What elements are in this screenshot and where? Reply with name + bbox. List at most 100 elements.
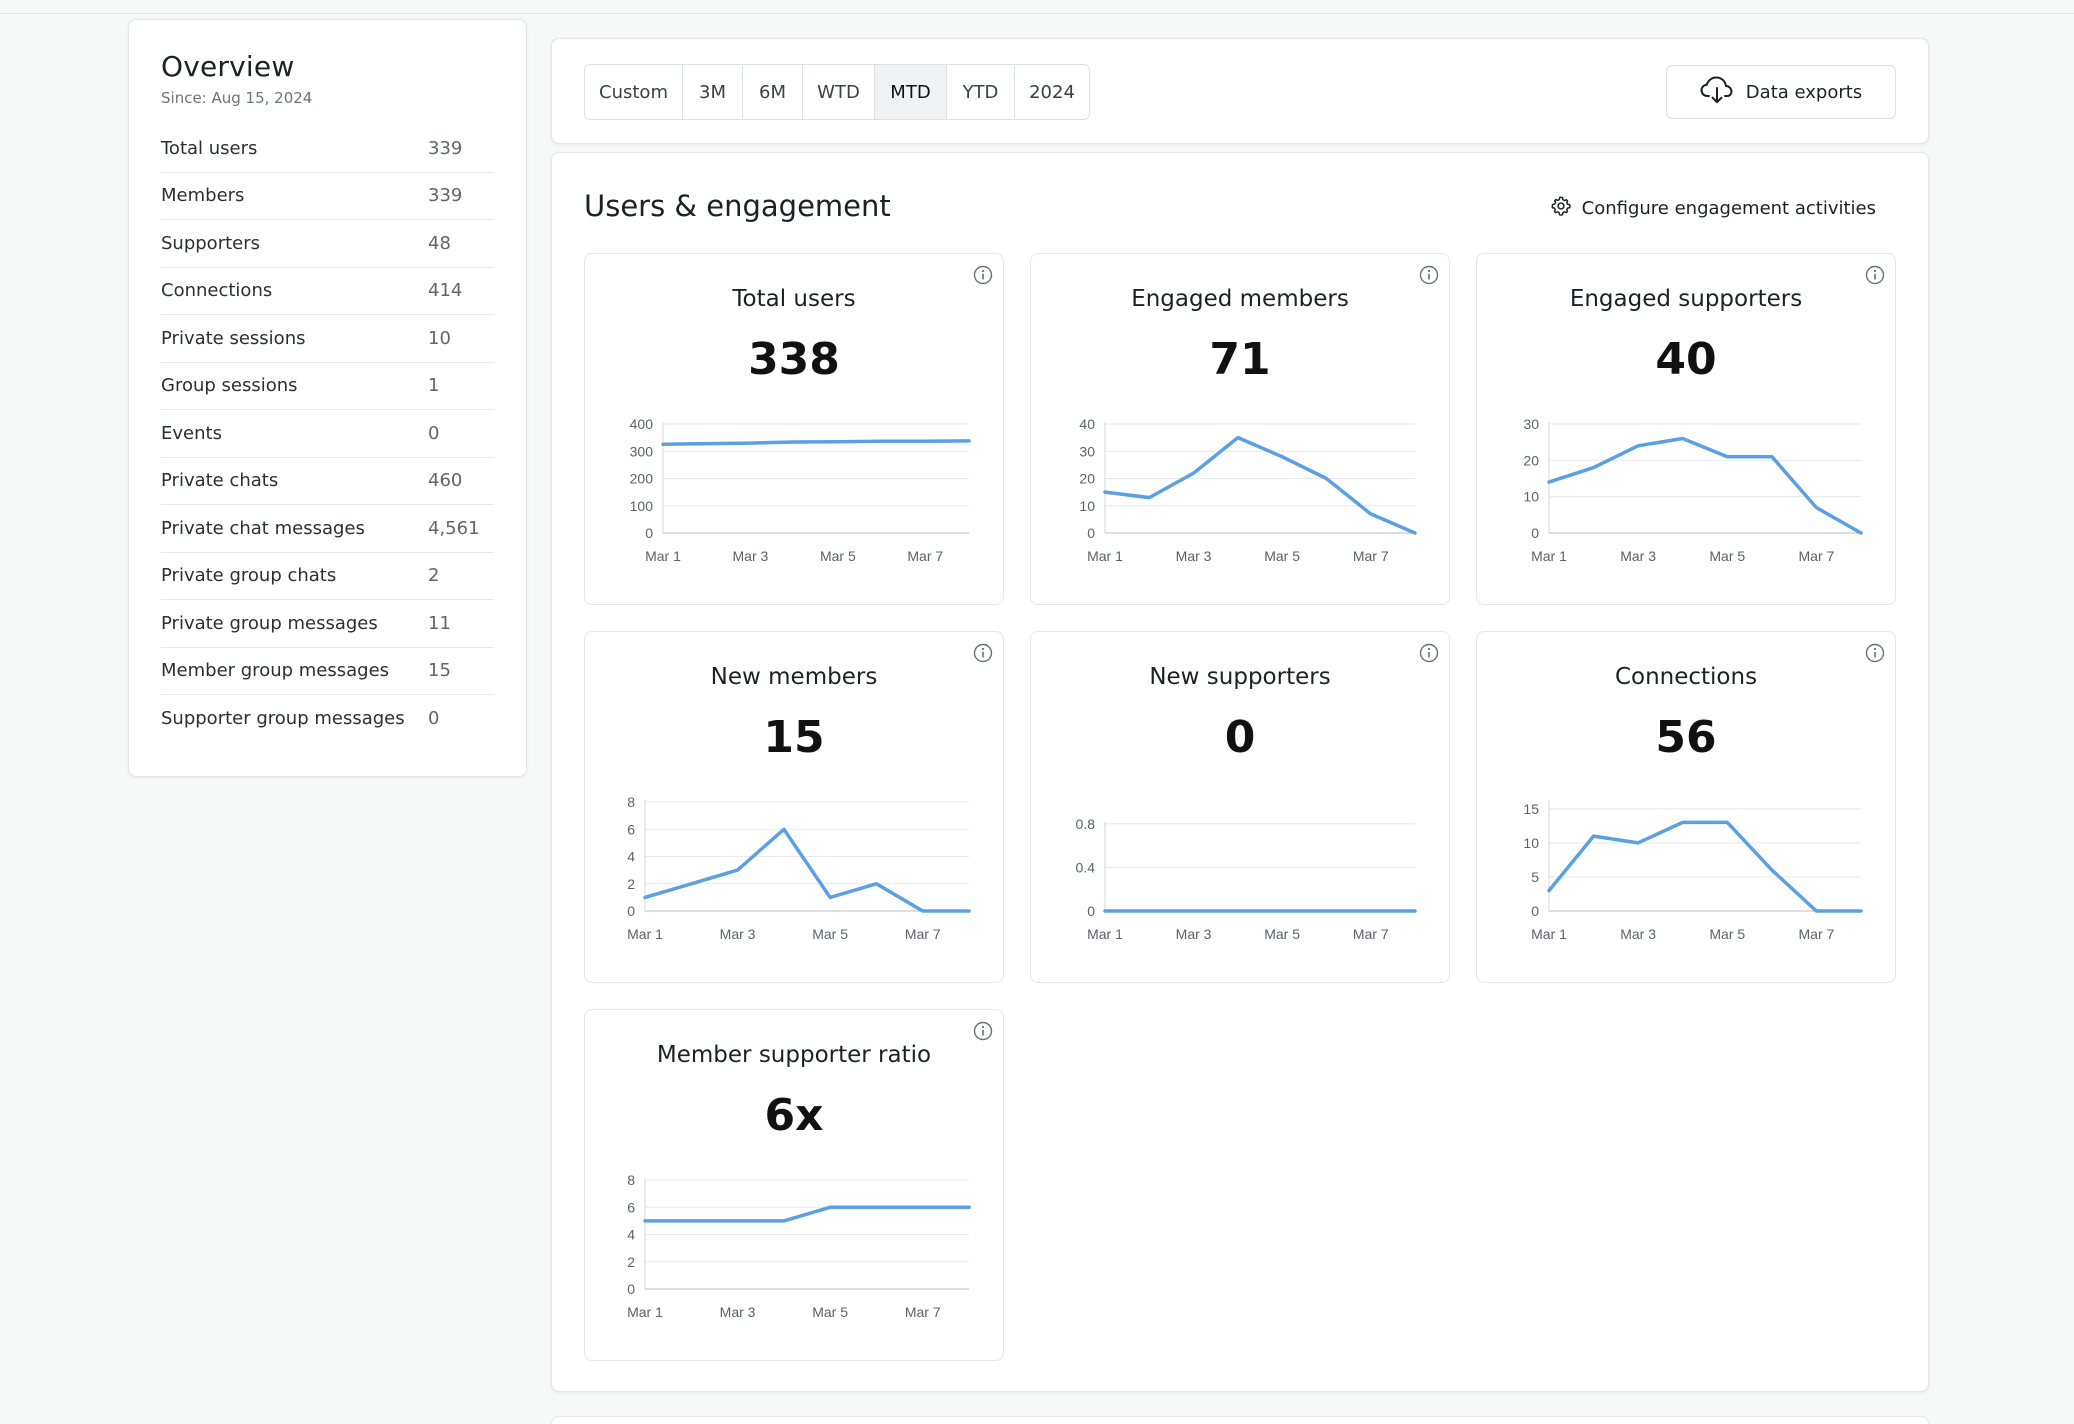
range-option-custom[interactable]: Custom: [585, 65, 683, 119]
overview-stat-row: Events 0: [161, 410, 494, 458]
metric-value: 15: [763, 712, 825, 763]
metric-card: Engaged supporters 40 0 10 20 30 Mar 1 Mar 3 Mar…: [1476, 253, 1896, 605]
overview-stat-value: 1: [428, 375, 440, 397]
x-tick-label: Mar 7: [905, 1304, 941, 1320]
y-tick-label: 20: [1523, 452, 1539, 468]
metric-value: 338: [748, 334, 840, 385]
y-tick-label: 30: [1079, 443, 1095, 459]
overview-stat-value: 339: [428, 137, 463, 159]
overview-stat-label: Private chat messages: [161, 517, 365, 539]
line-chart: 0 0.4 0.8 Mar 1 Mar 3 Mar 5 Mar 7: [1076, 816, 1417, 942]
overview-stat-row: Member group messages 15: [161, 648, 494, 695]
overview-stat-label: Total users: [161, 137, 258, 159]
overview-stat-row: Private chat messages 4,561: [161, 505, 494, 553]
line-chart: 0 2 4 6 8 Mar 1 Mar 3 Mar 5 Mar 7: [627, 794, 971, 942]
info-icon[interactable]: [973, 265, 993, 285]
x-tick-label: Mar 3: [720, 926, 756, 942]
overview-stat-label: Supporter group messages: [161, 708, 405, 730]
cloud-download-icon: [1700, 75, 1734, 110]
x-tick-label: Mar 3: [1620, 548, 1656, 564]
engagement-panel: Users & engagement Configure engagement …: [551, 152, 1929, 1392]
range-option-ytd[interactable]: YTD: [947, 65, 1015, 119]
info-icon[interactable]: [1419, 643, 1439, 663]
x-tick-label: Mar 3: [1176, 548, 1212, 564]
x-tick-label: Mar 3: [1176, 926, 1212, 942]
info-icon[interactable]: [1419, 265, 1439, 285]
data-exports-label: Data exports: [1745, 81, 1863, 103]
range-toolbar: Custom 3M 6M WTD MTD YTD 2024 Data exports: [551, 38, 1929, 144]
line-chart: 0 10 20 30 40 Mar 1 Mar 3 Mar 5 Mar 7: [1079, 416, 1417, 564]
info-icon[interactable]: [973, 1021, 993, 1041]
x-tick-label: Mar 1: [1087, 548, 1123, 564]
y-tick-label: 4: [627, 849, 635, 865]
range-option-wtd[interactable]: WTD: [803, 65, 875, 119]
series-line: [1547, 820, 1863, 913]
overview-stat-label: Group sessions: [161, 375, 298, 397]
overview-stat-row: Private group chats 2: [161, 553, 494, 600]
x-tick-label: Mar 3: [733, 548, 769, 564]
metric-title: Member supporter ratio: [656, 1042, 932, 1068]
metric-title: Engaged supporters: [1569, 286, 1803, 312]
y-tick-label: 0: [645, 525, 653, 541]
line-chart: 0 10 20 30 Mar 1 Mar 3 Mar 5 Mar 7: [1523, 416, 1863, 564]
overview-stat-row: Private group messages 11: [161, 600, 494, 648]
y-tick-label: 6: [627, 821, 635, 837]
overview-stat-value: 10: [428, 327, 451, 349]
date-range-selector: Custom 3M 6M WTD MTD YTD 2024: [584, 64, 1090, 120]
overview-stat-value: 0: [428, 422, 440, 444]
y-tick-label: 30: [1523, 416, 1539, 432]
info-icon[interactable]: [1865, 265, 1885, 285]
overview-stat-value: 0: [428, 708, 440, 730]
y-tick-label: 2: [627, 876, 635, 892]
series-line: [1103, 435, 1417, 535]
overview-stat-value: 339: [428, 185, 463, 207]
y-tick-label: 10: [1523, 835, 1539, 851]
x-tick-label: Mar 5: [812, 926, 848, 942]
range-option-3m[interactable]: 3M: [683, 65, 743, 119]
metric-card: New supporters 0 0 0.4 0.8 Mar 1 Mar 3 Mar 5 Mar…: [1030, 631, 1450, 983]
y-tick-label: 200: [630, 471, 654, 487]
x-tick-label: Mar 1: [645, 548, 681, 564]
metric-title: Total users: [732, 286, 856, 312]
series-line: [643, 827, 971, 913]
x-tick-label: Mar 7: [1353, 926, 1389, 942]
range-option-mtd[interactable]: MTD: [875, 65, 947, 119]
overview-stats-list: Total users 339 Members 339 Supporters 48 Conn…: [161, 125, 494, 743]
y-tick-label: 4: [627, 1227, 635, 1243]
y-tick-label: 10: [1523, 489, 1539, 505]
y-tick-label: 2: [627, 1254, 635, 1270]
metric-title: New supporters: [1149, 664, 1331, 690]
info-icon[interactable]: [1865, 643, 1885, 663]
metric-card: Connections 56 0 5 10 15 Mar 1 Mar 3 Mar 5 Mar 7: [1476, 631, 1896, 983]
x-tick-label: Mar 5: [1264, 926, 1300, 942]
x-tick-label: Mar 3: [1620, 926, 1656, 942]
series-line: [1547, 436, 1863, 535]
overview-stat-row: Supporters 48: [161, 220, 494, 268]
y-tick-label: 0: [1531, 525, 1539, 541]
configure-engagement-label: Configure engagement activities: [1581, 198, 1876, 219]
overview-stat-label: Member group messages: [161, 660, 390, 682]
metric-card: Engaged members 71 0 10 20 30 40 Mar 1 Mar 3 Mar …: [1030, 253, 1450, 605]
y-tick-label: 0.4: [1076, 859, 1096, 875]
overview-since: Since: Aug 15, 2024: [161, 89, 313, 107]
metric-card: New members 15 0 2 4 6 8 Mar 1 Mar 3 Mar 5 Mar 7: [584, 631, 1004, 983]
y-tick-label: 0: [1087, 903, 1095, 919]
info-icon[interactable]: [973, 643, 993, 663]
data-exports-button[interactable]: Data exports: [1666, 65, 1896, 119]
metric-card: Member supporter ratio 6x 0 2 4 6 8 Mar 1 Mar 3 M…: [584, 1009, 1004, 1361]
y-tick-label: 400: [630, 416, 654, 432]
x-tick-label: Mar 5: [820, 548, 856, 564]
metric-title: Connections: [1614, 664, 1758, 690]
metric-card: Total users 338 0 100 200 300 400 Mar 1 Mar 3 Mar…: [584, 253, 1004, 605]
range-option-2024[interactable]: 2024: [1015, 65, 1089, 119]
configure-engagement-button[interactable]: Configure engagement activities: [1550, 195, 1876, 222]
y-tick-label: 5: [1531, 869, 1539, 885]
range-option-6m[interactable]: 6M: [743, 65, 803, 119]
overview-stat-label: Private chats: [161, 470, 279, 492]
gear-icon: [1550, 195, 1572, 222]
x-tick-label: Mar 5: [1709, 548, 1745, 564]
y-tick-label: 15: [1523, 801, 1539, 817]
overview-stat-value: 11: [428, 612, 451, 634]
x-tick-label: Mar 5: [1709, 926, 1745, 942]
line-chart: 0 100 200 300 400 Mar 1 Mar 3 Mar 5 Mar 7: [630, 416, 971, 564]
